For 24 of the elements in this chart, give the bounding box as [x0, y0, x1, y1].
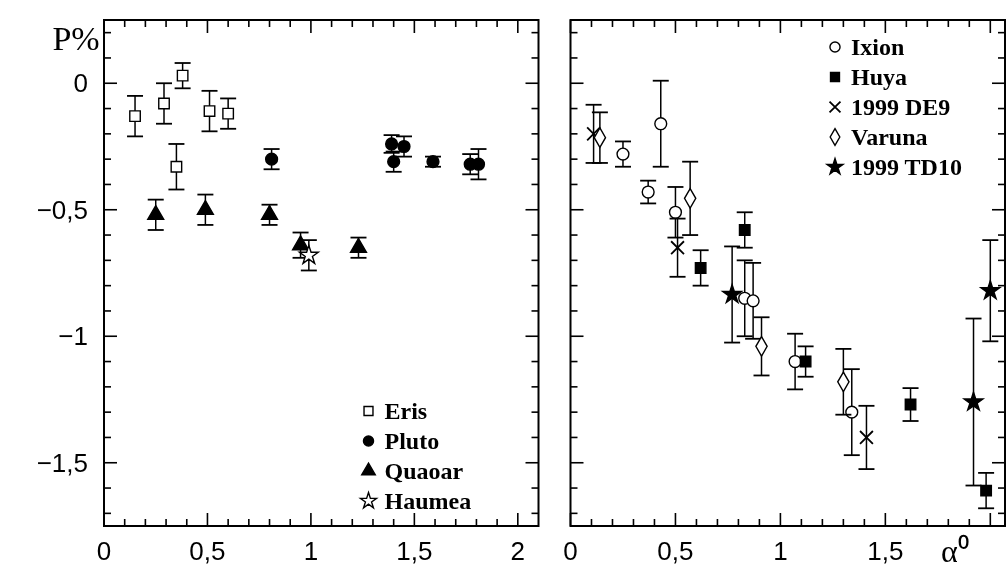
- x-tick-label: 2: [510, 536, 526, 566]
- x-tick-label: 0,5: [189, 536, 226, 566]
- x-tick-label: 0,5: [657, 536, 694, 566]
- legend-label: 1999 DE9: [851, 94, 951, 120]
- legend-label: Ixion: [851, 34, 905, 60]
- x-tick-label: 0: [563, 536, 578, 566]
- legend-label: Haumea: [384, 488, 472, 514]
- x-axis-title: α⁰: [941, 533, 969, 569]
- y-tick-label: −1,5: [36, 447, 88, 478]
- legend-label: 1999 TD10: [851, 154, 962, 180]
- y-tick-label: −0,5: [36, 194, 88, 225]
- legend-label: Varuna: [851, 124, 928, 150]
- x-tick-label: 0: [96, 536, 112, 566]
- y-axis-title: P%: [52, 20, 100, 57]
- y-tick-label: −1: [58, 321, 88, 352]
- legend-label: Huya: [851, 64, 908, 90]
- x-tick-label: 1,5: [396, 536, 433, 566]
- y-tick-label: 0: [73, 68, 88, 99]
- legend-label: Quaoar: [384, 458, 464, 484]
- x-tick-label: 1: [303, 536, 319, 566]
- x-tick-label: 1: [773, 536, 788, 566]
- x-tick-label: 1,5: [867, 536, 904, 566]
- legend-label: Eris: [384, 398, 428, 424]
- legend-label: Pluto: [384, 428, 440, 454]
